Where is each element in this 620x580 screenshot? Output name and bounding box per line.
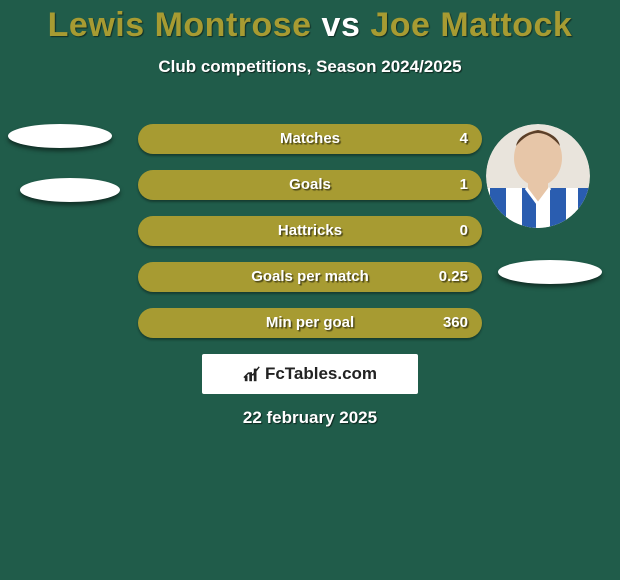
vs-separator: vs (322, 6, 361, 44)
avatar-shadow-left-2 (20, 178, 120, 202)
stat-bar: Min per goal360 (138, 308, 482, 338)
stat-value-right: 0.25 (439, 262, 468, 292)
stat-label: Matches (138, 124, 482, 154)
stats-bars: Matches4Goals1Hattricks0Goals per match0… (138, 124, 482, 354)
avatar-shadow-left-1 (8, 124, 112, 148)
player1-name: Lewis Montrose (48, 6, 312, 44)
stat-label: Hattricks (138, 216, 482, 246)
subtitle: Club competitions, Season 2024/2025 (0, 57, 620, 77)
comparison-card: Lewis Montrose vs Joe Mattock Club compe… (0, 0, 620, 580)
stat-bar: Goals per match0.25 (138, 262, 482, 292)
avatar-shadow-right (498, 260, 602, 284)
stat-label: Goals per match (138, 262, 482, 292)
logo-text: FcTables.com (265, 364, 377, 384)
page-title: Lewis Montrose vs Joe Mattock (0, 0, 620, 45)
stat-value-right: 360 (443, 308, 468, 338)
stat-bar: Hattricks0 (138, 216, 482, 246)
stat-value-right: 4 (460, 124, 468, 154)
stat-bar: Matches4 (138, 124, 482, 154)
stat-value-right: 0 (460, 216, 468, 246)
stat-label: Min per goal (138, 308, 482, 338)
logo-box: FcTables.com (202, 354, 418, 394)
bar-chart-icon (243, 365, 261, 383)
player2-name: Joe Mattock (370, 6, 572, 44)
avatar-photo-icon (486, 124, 590, 228)
date-label: 22 february 2025 (0, 408, 620, 428)
stat-bar: Goals1 (138, 170, 482, 200)
stat-label: Goals (138, 170, 482, 200)
stat-value-right: 1 (460, 170, 468, 200)
player2-avatar (486, 124, 590, 228)
